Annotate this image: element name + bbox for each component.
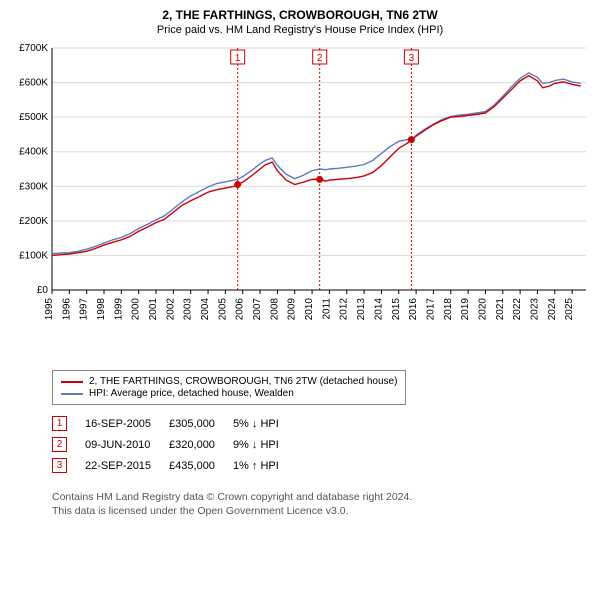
- legend-swatch-property: [61, 381, 83, 383]
- marker-number-box: 2: [52, 437, 67, 452]
- marker-delta: 1% ↑ HPI: [233, 455, 297, 476]
- svg-text:2020: 2020: [477, 298, 488, 321]
- marker-delta: 9% ↓ HPI: [233, 434, 297, 455]
- svg-text:2009: 2009: [287, 298, 298, 321]
- marker-number-box: 3: [52, 458, 67, 473]
- svg-text:2000: 2000: [131, 298, 142, 321]
- marker-delta: 5% ↓ HPI: [233, 413, 297, 434]
- svg-text:2024: 2024: [547, 298, 558, 321]
- svg-text:2008: 2008: [269, 298, 280, 321]
- svg-text:2012: 2012: [339, 298, 350, 321]
- svg-text:1: 1: [235, 53, 241, 64]
- price-chart: £0 £100K £200K £300K £400K £500K £600K £700K 199…: [10, 44, 590, 364]
- svg-text:2017: 2017: [425, 298, 436, 321]
- svg-text:2010: 2010: [304, 298, 315, 321]
- sale-markers-table: 1 16-SEP-2005£305,0005% ↓ HPI 2 09-JUN-2010…: [52, 413, 297, 476]
- chart-subtitle: Price paid vs. HM Land Registry's House …: [10, 24, 590, 36]
- legend-entry-hpi: HPI: Average price, detached house, Weal…: [61, 388, 397, 399]
- svg-text:£0: £0: [37, 285, 49, 296]
- svg-text:£700K: £700K: [19, 44, 48, 54]
- svg-text:1998: 1998: [96, 298, 107, 321]
- svg-text:2025: 2025: [564, 298, 575, 321]
- svg-text:3: 3: [409, 53, 415, 64]
- svg-text:£400K: £400K: [19, 147, 48, 158]
- svg-text:2002: 2002: [165, 298, 176, 321]
- marker-price: £305,000: [169, 413, 233, 434]
- sale-marker-row: 1 16-SEP-2005£305,0005% ↓ HPI: [52, 413, 297, 434]
- svg-text:2014: 2014: [373, 298, 384, 321]
- legend-entry-property: 2, THE FARTHINGS, CROWBOROUGH, TN6 2TW (…: [61, 376, 397, 387]
- marker-date: 09-JUN-2010: [85, 434, 169, 455]
- svg-text:1997: 1997: [79, 298, 90, 321]
- chart-legend: 2, THE FARTHINGS, CROWBOROUGH, TN6 2TW (…: [52, 370, 406, 405]
- svg-text:£100K: £100K: [19, 250, 48, 261]
- svg-text:2011: 2011: [321, 298, 332, 320]
- marker-date: 22-SEP-2015: [85, 455, 169, 476]
- svg-text:1999: 1999: [113, 298, 124, 321]
- svg-text:2: 2: [317, 53, 323, 64]
- svg-text:2005: 2005: [217, 298, 228, 321]
- svg-text:2001: 2001: [148, 298, 159, 321]
- sale-marker-row: 3 22-SEP-2015£435,0001% ↑ HPI: [52, 455, 297, 476]
- marker-number-box: 1: [52, 416, 67, 431]
- svg-text:1996: 1996: [61, 298, 72, 321]
- legend-label-property: 2, THE FARTHINGS, CROWBOROUGH, TN6 2TW (…: [89, 376, 397, 387]
- svg-text:2006: 2006: [235, 298, 246, 321]
- chart-container: £0 £100K £200K £300K £400K £500K £600K £700K 199…: [10, 44, 590, 364]
- svg-text:£500K: £500K: [19, 112, 48, 123]
- svg-text:2007: 2007: [252, 298, 263, 321]
- sale-marker-row: 2 09-JUN-2010£320,0009% ↓ HPI: [52, 434, 297, 455]
- footer-line-1: Contains HM Land Registry data © Crown c…: [52, 491, 412, 503]
- svg-text:2016: 2016: [408, 298, 419, 321]
- legend-label-hpi: HPI: Average price, detached house, Weal…: [89, 388, 294, 399]
- footer-line-2: This data is licensed under the Open Gov…: [52, 505, 349, 517]
- svg-text:2015: 2015: [391, 298, 402, 321]
- attribution-footer: Contains HM Land Registry data © Crown c…: [52, 490, 572, 518]
- svg-text:2004: 2004: [200, 298, 211, 321]
- svg-text:2018: 2018: [443, 298, 454, 321]
- svg-text:2013: 2013: [356, 298, 367, 321]
- svg-text:£600K: £600K: [19, 78, 48, 89]
- svg-text:£300K: £300K: [19, 181, 48, 192]
- svg-text:2022: 2022: [512, 298, 523, 321]
- svg-text:£200K: £200K: [19, 216, 48, 227]
- chart-title: 2, THE FARTHINGS, CROWBOROUGH, TN6 2TW: [10, 8, 590, 22]
- marker-date: 16-SEP-2005: [85, 413, 169, 434]
- svg-text:1995: 1995: [44, 298, 55, 321]
- marker-price: £435,000: [169, 455, 233, 476]
- legend-swatch-hpi: [61, 393, 83, 395]
- svg-text:2023: 2023: [529, 298, 540, 321]
- svg-text:2003: 2003: [183, 298, 194, 321]
- svg-text:2021: 2021: [495, 298, 506, 321]
- marker-price: £320,000: [169, 434, 233, 455]
- svg-text:2019: 2019: [460, 298, 471, 321]
